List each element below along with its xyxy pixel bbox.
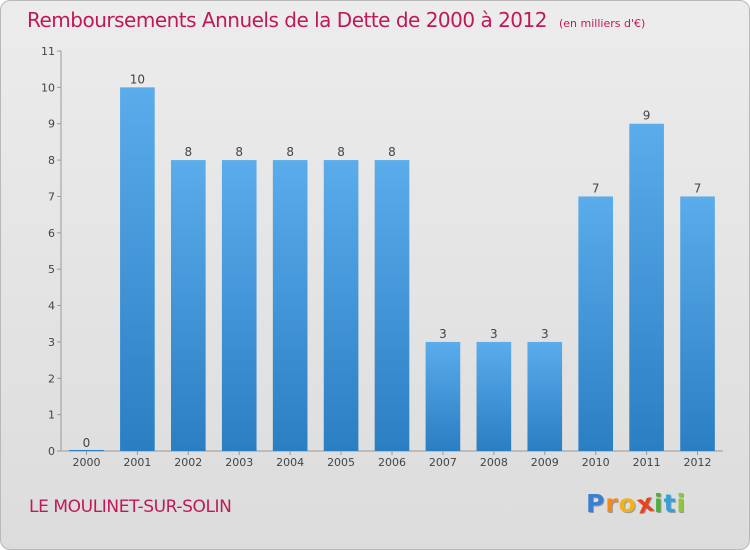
data-label: 8 bbox=[388, 145, 396, 159]
logo-letter: P bbox=[586, 489, 606, 518]
data-label: 9 bbox=[643, 109, 651, 123]
y-tick-label: 0 bbox=[48, 445, 55, 458]
y-tick-label: 10 bbox=[41, 81, 55, 94]
x-tick-label: 2000 bbox=[72, 456, 100, 469]
logo-letter: r bbox=[605, 489, 619, 518]
x-tick-label: 2010 bbox=[582, 456, 610, 469]
bar bbox=[578, 196, 614, 451]
x-tick-label: 2012 bbox=[684, 456, 712, 469]
y-tick-label: 8 bbox=[48, 154, 55, 167]
data-label: 8 bbox=[235, 145, 243, 159]
logo-letter: i bbox=[654, 489, 664, 518]
x-tick-label: 2005 bbox=[327, 456, 355, 469]
unit-note: (en milliers d'€) bbox=[558, 17, 646, 30]
y-tick-label: 2 bbox=[48, 372, 55, 385]
logo-letter: o bbox=[618, 489, 637, 518]
proxiti-logo[interactable]: Proxiti bbox=[586, 488, 687, 520]
data-label: 8 bbox=[184, 145, 192, 159]
x-tick-label: 2002 bbox=[174, 456, 202, 469]
y-tick-label: 1 bbox=[48, 409, 55, 422]
y-tick-label: 7 bbox=[48, 190, 55, 203]
data-label: 3 bbox=[541, 327, 549, 341]
data-label: 7 bbox=[694, 181, 702, 195]
x-tick-label: 2003 bbox=[225, 456, 253, 469]
data-label: 8 bbox=[337, 145, 345, 159]
bar bbox=[629, 123, 664, 452]
y-tick-label: 9 bbox=[48, 118, 55, 131]
x-tick-label: 2011 bbox=[633, 456, 661, 469]
y-tick-label: 6 bbox=[48, 227, 55, 240]
x-tick-label: 2006 bbox=[378, 456, 406, 469]
chart-title-text: Remboursements Annuels de la Dette de 20… bbox=[27, 8, 547, 32]
data-label: 10 bbox=[130, 72, 145, 86]
y-tick-label: 3 bbox=[48, 336, 55, 349]
x-tick-label: 2009 bbox=[531, 456, 559, 469]
data-label: 8 bbox=[286, 145, 294, 159]
bar bbox=[527, 341, 563, 451]
x-tick-label: 2001 bbox=[123, 456, 151, 469]
bar bbox=[272, 160, 308, 451]
x-tick-label: 2008 bbox=[480, 456, 508, 469]
logo-letter: t bbox=[663, 489, 677, 518]
bar bbox=[221, 160, 257, 451]
data-label: 3 bbox=[490, 327, 498, 341]
bar bbox=[425, 341, 461, 451]
bar bbox=[120, 87, 155, 451]
logo-letter: i bbox=[676, 489, 687, 518]
y-tick-label: 5 bbox=[48, 263, 55, 276]
commune-name: LE MOULINET-SUR-SOLIN bbox=[29, 497, 232, 517]
data-label: 0 bbox=[83, 436, 91, 450]
data-label: 3 bbox=[439, 327, 447, 341]
axes: 0 1 2 3 4 5 6 7 8 9 10 11 2000 2001 2002 2003 2004 2005 20… bbox=[41, 45, 723, 469]
bar bbox=[170, 160, 206, 451]
bar bbox=[680, 196, 715, 451]
bar bbox=[374, 160, 410, 451]
data-label: 7 bbox=[592, 181, 600, 195]
bar bbox=[323, 160, 359, 451]
bar bbox=[476, 341, 512, 451]
y-tick-label: 11 bbox=[41, 45, 55, 58]
y-tick-label: 4 bbox=[48, 300, 55, 313]
chart-title: Remboursements Annuels de la Dette de 20… bbox=[27, 8, 645, 32]
x-tick-label: 2004 bbox=[276, 456, 304, 469]
bars: 0 10 8 8 8 8 8 3 3 3 7 9 7 bbox=[69, 72, 715, 452]
x-tick-label: 2007 bbox=[429, 456, 457, 469]
